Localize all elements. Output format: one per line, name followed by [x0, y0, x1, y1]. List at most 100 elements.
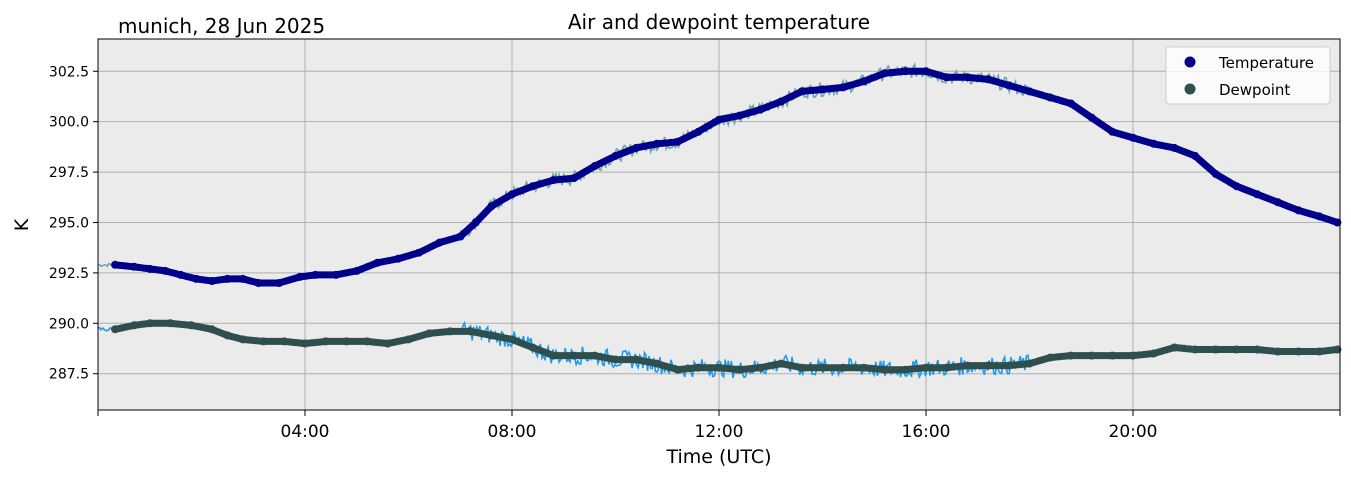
dewpoint-point [145, 319, 154, 328]
dewpoint-point [963, 361, 972, 370]
y-tick-label: 290.0 [49, 316, 89, 332]
x-tick-label: 16:00 [902, 422, 951, 442]
dewpoint-point [130, 321, 139, 330]
temperature-point [528, 182, 537, 191]
temperature-point [145, 264, 154, 273]
dewpoint-point [880, 365, 889, 374]
temperature-point [1170, 143, 1179, 152]
temperature-point [590, 162, 599, 170]
dewpoint-point [342, 337, 351, 346]
temperature-point [254, 279, 263, 287]
dewpoint-point [111, 325, 120, 334]
y-axis-label: K [11, 218, 33, 231]
dewpoint-point [280, 337, 289, 346]
dewpoint-point [487, 331, 496, 340]
dewpoint-point [652, 359, 661, 368]
dewpoint-point [1191, 345, 1200, 354]
temperature-point [1211, 170, 1220, 179]
dewpoint-point [363, 337, 372, 346]
dewpoint-point [425, 329, 434, 338]
temperature-point [223, 274, 232, 283]
y-tick-label: 292.5 [49, 266, 89, 282]
y-tick-label: 295.0 [49, 215, 89, 231]
dewpoint-point [259, 337, 268, 346]
temperature-point [1046, 93, 1055, 102]
dewpoint-point [1087, 351, 1096, 360]
temperature-point [1294, 206, 1303, 215]
temperature-point [901, 67, 910, 76]
temperature-point [1315, 212, 1324, 221]
chart-subtitle: munich, 28 Jun 2025 [118, 14, 325, 38]
temperature-point [859, 77, 868, 86]
dewpoint-point [984, 361, 993, 370]
temperature-point [487, 202, 496, 211]
temperature-point [756, 105, 765, 114]
temperature-point [611, 151, 620, 160]
y-axis-ticks: 287.5 290.0 292.5 295.0 297.5 300.0 302.5 [49, 64, 98, 383]
temperature-point [1149, 139, 1158, 148]
x-axis-label: Time (UTC) [665, 446, 771, 468]
x-tick-label: 04:00 [281, 422, 330, 442]
dewpoint-point [445, 327, 454, 336]
dewpoint-point [321, 337, 330, 346]
dewpoint-point [166, 319, 175, 328]
dewpoint-point [1108, 351, 1117, 360]
dewpoint-point [1315, 347, 1324, 356]
dewpoint-point [238, 335, 247, 344]
dewpoint-point [1333, 345, 1342, 354]
temperature-point [456, 232, 465, 241]
x-tick-label: 20:00 [1109, 422, 1158, 442]
y-tick-label: 302.5 [49, 64, 89, 80]
temperature-point [984, 75, 993, 84]
dewpoint-point [1046, 353, 1055, 362]
temperature-point [922, 67, 930, 76]
temperature-point [942, 73, 951, 82]
dewpoint-point [1211, 345, 1220, 354]
temperature-point [1087, 113, 1096, 122]
temperature-point [161, 266, 170, 275]
temperature-point [777, 97, 786, 106]
temperature-point [275, 279, 284, 287]
legend-marker-temperature [1184, 56, 1196, 68]
temperature-point [1191, 151, 1200, 160]
temperature-point [435, 238, 444, 247]
temperature-point [373, 258, 382, 267]
dewpoint-point [859, 363, 868, 372]
legend-label-temperature: Temperature [1218, 54, 1314, 72]
x-tick-label: 12:00 [695, 422, 744, 442]
temperature-point [652, 139, 661, 148]
x-tick-label: 08:00 [488, 422, 537, 442]
temperature-point [1273, 198, 1282, 207]
temperature-point [549, 176, 558, 185]
dewpoint-point [207, 325, 216, 334]
dewpoint-point [223, 331, 232, 340]
dewpoint-point [590, 351, 599, 360]
temperature-point [1025, 87, 1034, 96]
temperature-point [508, 190, 516, 199]
dewpoint-point [1170, 343, 1179, 352]
temperature-point [295, 272, 304, 281]
dewpoint-point [383, 339, 392, 348]
temperature-point [1004, 81, 1013, 90]
dewpoint-point [942, 363, 951, 372]
temperature-point [632, 143, 641, 152]
dewpoint-point [756, 363, 765, 372]
dewpoint-point [797, 363, 806, 372]
temperature-point [352, 266, 361, 275]
temperature-point [880, 69, 889, 78]
temperature-point [176, 270, 185, 279]
x-axis-ticks: 04:00 08:00 12:00 16:00 20:00 [97, 410, 1341, 442]
dewpoint-point [715, 363, 723, 372]
temperature-point [1232, 182, 1241, 191]
temperature-point [471, 218, 480, 227]
temperature-point [1253, 190, 1262, 199]
dewpoint-point [922, 363, 930, 372]
temperature-point [715, 115, 723, 124]
temperature-point [1333, 218, 1342, 227]
dewpoint-point [187, 321, 196, 330]
legend-marker-dewpoint [1184, 83, 1196, 95]
legend-label-dewpoint: Dewpoint [1219, 81, 1290, 99]
dewpoint-point [777, 359, 786, 368]
temperature-point [570, 174, 579, 183]
